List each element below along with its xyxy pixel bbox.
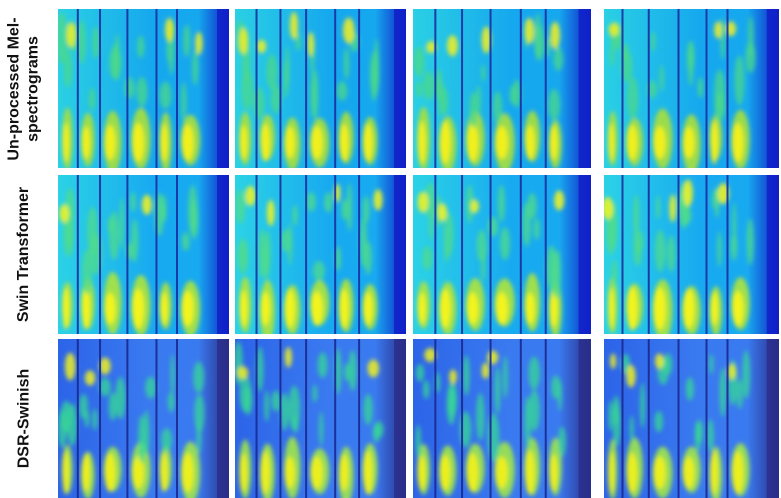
spectrogram-tile	[604, 339, 779, 498]
spectrogram-image	[58, 175, 229, 334]
row-label-line: DSR-Swinish	[15, 368, 33, 469]
row-label-line: Swin Transformer	[15, 186, 33, 323]
spectrogram-image	[58, 9, 229, 168]
spectrogram-image	[604, 175, 779, 334]
spectrogram-tile	[235, 339, 406, 498]
row-label-line: spectrograms	[25, 35, 43, 142]
spectrogram-tile	[235, 9, 406, 168]
spectrogram-image	[58, 339, 229, 498]
spectrogram-image	[604, 339, 779, 498]
spectrogram-tile	[58, 339, 229, 498]
row-label: Un-processed Mel-spectrograms	[0, 9, 48, 168]
spectrogram-image	[413, 175, 591, 334]
spectrogram-tile	[604, 175, 779, 334]
spectrogram-tile	[413, 339, 591, 498]
row-label: DSR-Swinish	[0, 339, 48, 498]
row-label: Swin Transformer	[0, 175, 48, 334]
spectrogram-tile	[604, 9, 779, 168]
row-label-text: Swin Transformer	[15, 187, 34, 322]
spectrogram-image	[235, 9, 406, 168]
row-label-text: Un-processed Mel-spectrograms	[5, 17, 43, 160]
spectrogram-tile	[413, 175, 591, 334]
row-label-text: DSR-Swinish	[15, 369, 34, 469]
spectrogram-image	[235, 175, 406, 334]
spectrogram-image	[413, 339, 591, 498]
spectrogram-tile	[58, 9, 229, 168]
row-label-line: Un-processed Mel-	[6, 16, 24, 161]
spectrogram-image	[235, 339, 406, 498]
spectrogram-tile	[235, 175, 406, 334]
spectrogram-image	[413, 9, 591, 168]
spectrogram-tile	[413, 9, 591, 168]
spectrogram-image	[604, 9, 779, 168]
spectrogram-tile	[58, 175, 229, 334]
